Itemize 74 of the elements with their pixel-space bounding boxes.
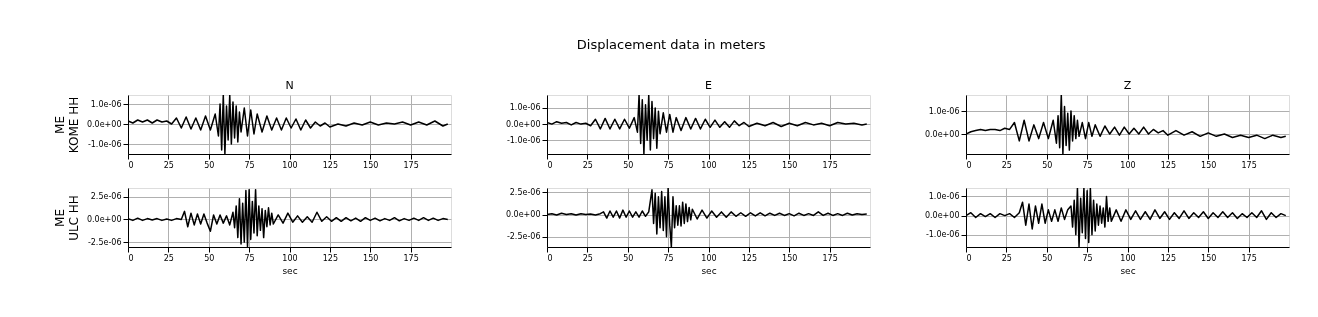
- y-tick-label: 0.0e+00: [86, 119, 122, 129]
- x-tick-label: 0: [128, 253, 134, 263]
- text: Displacement data in meters: [576, 36, 766, 52]
- x-tick-label: 25: [1001, 160, 1012, 170]
- x-tick-label: 50: [1042, 253, 1053, 263]
- chart-title: E: [705, 79, 713, 92]
- x-tick-label: 175: [822, 253, 838, 263]
- y-tick-label: -2.5e-06: [87, 237, 122, 247]
- x-tick-label: 125: [322, 253, 339, 263]
- x-tick-label: 75: [663, 160, 674, 170]
- x-tick-label: 125: [1160, 253, 1177, 263]
- x-tick-label: 175: [403, 160, 419, 170]
- y-tick-label: 0.0e+00: [505, 119, 541, 129]
- x-tick-label: 25: [163, 160, 174, 170]
- x-tick-label: 175: [822, 160, 838, 170]
- y-axis-title: ME KOME HH: [52, 96, 81, 154]
- x-tick-label: 175: [1241, 253, 1257, 263]
- y-tick-label: -1.0e-06: [87, 139, 122, 149]
- x-tick-label: 125: [1160, 160, 1177, 170]
- x-tick-label: 125: [741, 160, 758, 170]
- x-tick-label: 50: [623, 253, 634, 263]
- x-tick-label: 175: [403, 253, 419, 263]
- y-tick-label: 0.0e+00: [505, 210, 541, 220]
- y-tick-label: 1.0e-06: [90, 99, 122, 109]
- x-tick-label: 50: [623, 160, 634, 170]
- y-tick-label: 0.0e+00: [924, 129, 960, 139]
- x-tick-label: 150: [363, 160, 379, 170]
- x-tick-label: 100: [1120, 160, 1136, 170]
- y-tick-label: 1.0e-06: [509, 103, 541, 113]
- x-tick-label: 100: [1120, 253, 1136, 263]
- x-tick-label: 150: [363, 253, 379, 263]
- y-tick-label: -1.0e-06: [925, 230, 960, 240]
- y-tick-label: 0.0e+00: [86, 214, 122, 224]
- x-tick-label: 0: [547, 160, 553, 170]
- x-tick-label: 0: [966, 253, 972, 263]
- x-tick-label: 50: [204, 253, 215, 263]
- x-tick-label: 150: [1201, 160, 1217, 170]
- x-tick-label: 0: [128, 160, 134, 170]
- x-axis-title: sec: [701, 265, 717, 276]
- y-tick-label: 0.0e+00: [924, 211, 960, 221]
- x-tick-label: 75: [1082, 253, 1093, 263]
- y-tick-label: 1.0e-06: [928, 191, 960, 201]
- x-tick-label: 0: [966, 160, 972, 170]
- x-tick-label: 100: [282, 160, 298, 170]
- x-tick-label: 75: [244, 160, 255, 170]
- x-tick-label: 125: [322, 160, 339, 170]
- x-tick-label: 75: [1082, 160, 1093, 170]
- x-tick-label: 50: [1042, 160, 1053, 170]
- x-tick-label: 25: [582, 160, 593, 170]
- y-tick-label: 2.5e-06: [509, 187, 541, 197]
- x-tick-label: 150: [1201, 253, 1217, 263]
- x-axis-title: sec: [282, 265, 298, 276]
- x-axis-title: sec: [1120, 265, 1136, 276]
- x-tick-label: 100: [701, 160, 717, 170]
- chart-title: N: [285, 79, 294, 92]
- x-tick-label: 25: [1001, 253, 1012, 263]
- x-tick-label: 75: [244, 253, 255, 263]
- x-tick-label: 75: [663, 253, 674, 263]
- x-tick-label: 25: [582, 253, 593, 263]
- chart-title: Z: [1123, 79, 1132, 92]
- y-axis-title: ME ULC HH: [52, 195, 81, 241]
- x-tick-label: 125: [741, 253, 758, 263]
- y-tick-label: 1.0e-06: [928, 106, 960, 116]
- x-tick-label: 0: [547, 253, 553, 263]
- y-tick-label: 2.5e-06: [90, 192, 122, 202]
- x-tick-label: 50: [204, 160, 215, 170]
- x-tick-label: 175: [1241, 160, 1257, 170]
- y-tick-label: -2.5e-06: [506, 232, 541, 242]
- y-tick-label: -1.0e-06: [506, 135, 541, 145]
- x-tick-label: 100: [701, 253, 717, 263]
- x-tick-label: 150: [782, 160, 798, 170]
- x-tick-label: 150: [782, 253, 798, 263]
- x-tick-label: 25: [163, 253, 174, 263]
- x-tick-label: 100: [282, 253, 298, 263]
